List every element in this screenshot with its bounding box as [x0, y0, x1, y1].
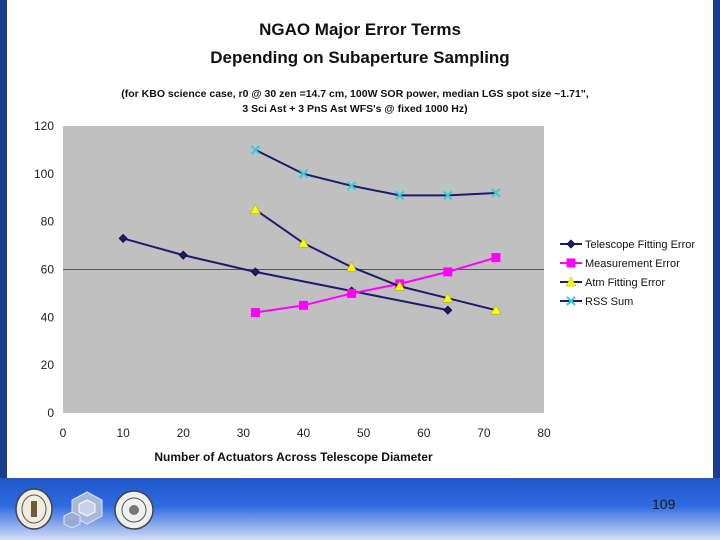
data-point-atm-fitting-error [442, 292, 454, 303]
data-point-atm-fitting-error [346, 261, 358, 272]
y-tick-label: 20 [41, 358, 55, 372]
data-point-telescope-fitting-error [443, 305, 453, 315]
series-line-measurement-error [255, 256, 497, 314]
data-point-rss-sum [298, 169, 309, 179]
line-chart: 0 10 20 30 40 50 60 70 80 0 20 40 60 80 100 120 Number o… [34, 119, 695, 464]
data-point-rss-sum [394, 190, 405, 201]
data-point-rss-sum [346, 181, 357, 191]
x-tick-label: 30 [237, 426, 251, 440]
x-axis-label: Number of Actuators Across Telescope Dia… [154, 450, 433, 464]
data-point-telescope-fitting-error [250, 267, 260, 277]
legend-label-rss-sum: RSS Sum [585, 296, 633, 308]
legend-label-telescope-fitting-error: Telescope Fitting Error [585, 239, 695, 251]
x-tick-label: 10 [116, 426, 130, 440]
slide-frame-left [0, 0, 7, 540]
legend-label-atm-fitting-error: Atm Fitting Error [585, 277, 665, 289]
observatory-seal-icon [114, 490, 154, 530]
data-point-telescope-fitting-error [178, 250, 188, 260]
legend-marker-measurement-error [566, 258, 576, 268]
y-tick-label: 40 [41, 310, 55, 324]
data-point-measurement-error [443, 267, 453, 277]
series-line-rss-sum [254, 149, 496, 197]
x-tick-label: 70 [477, 426, 491, 440]
data-point-measurement-error [250, 308, 260, 318]
chart-subtitle-line2: 3 Sci Ast + 3 PnS Ast WFS's @ fixed 1000… [242, 103, 468, 115]
x-tick-label: 60 [417, 426, 431, 440]
data-point-rss-sum [491, 188, 501, 198]
university-seal-icon [15, 488, 53, 530]
y-tick-label: 0 [47, 406, 54, 420]
legend-marker-atm-fitting-error [565, 276, 577, 287]
series-line-atm-fitting-error [254, 208, 497, 312]
data-point-measurement-error [299, 300, 308, 310]
page-number: 109 [652, 496, 676, 512]
data-point-measurement-error [347, 288, 357, 298]
y-tick-label: 80 [41, 215, 55, 229]
legend-marker-telescope-fitting-error [566, 239, 576, 249]
legend-label-measurement-error: Measurement Error [585, 258, 680, 270]
segmented-mirror-icon [63, 491, 103, 529]
data-point-telescope-fitting-error [118, 233, 128, 243]
y-tick-label: 100 [34, 167, 54, 181]
x-tick-label: 0 [60, 426, 67, 440]
data-point-atm-fitting-error [394, 280, 406, 291]
data-point-atm-fitting-error [249, 204, 261, 214]
data-point-atm-fitting-error [298, 237, 309, 248]
chart-subtitle-line1: (for KBO science case, r0 @ 30 zen =14.7… [121, 88, 589, 100]
data-point-rss-sum [250, 145, 261, 155]
x-tick-label: 50 [357, 426, 371, 440]
legend-marker-rss-sum [566, 296, 576, 306]
data-point-measurement-error [491, 253, 501, 263]
data-point-atm-fitting-error [490, 304, 502, 315]
y-tick-label: 60 [41, 263, 55, 277]
y-tick-label: 120 [34, 119, 54, 133]
x-tick-label: 80 [537, 426, 551, 440]
chart-title-line1: NGAO Major Error Terms [259, 20, 461, 39]
slide-frame-right [713, 0, 720, 540]
chart-title-line2: Depending on Subaperture Sampling [210, 48, 510, 67]
x-tick-label: 40 [297, 426, 311, 440]
x-tick-label: 20 [177, 426, 191, 440]
data-point-rss-sum [443, 190, 453, 201]
